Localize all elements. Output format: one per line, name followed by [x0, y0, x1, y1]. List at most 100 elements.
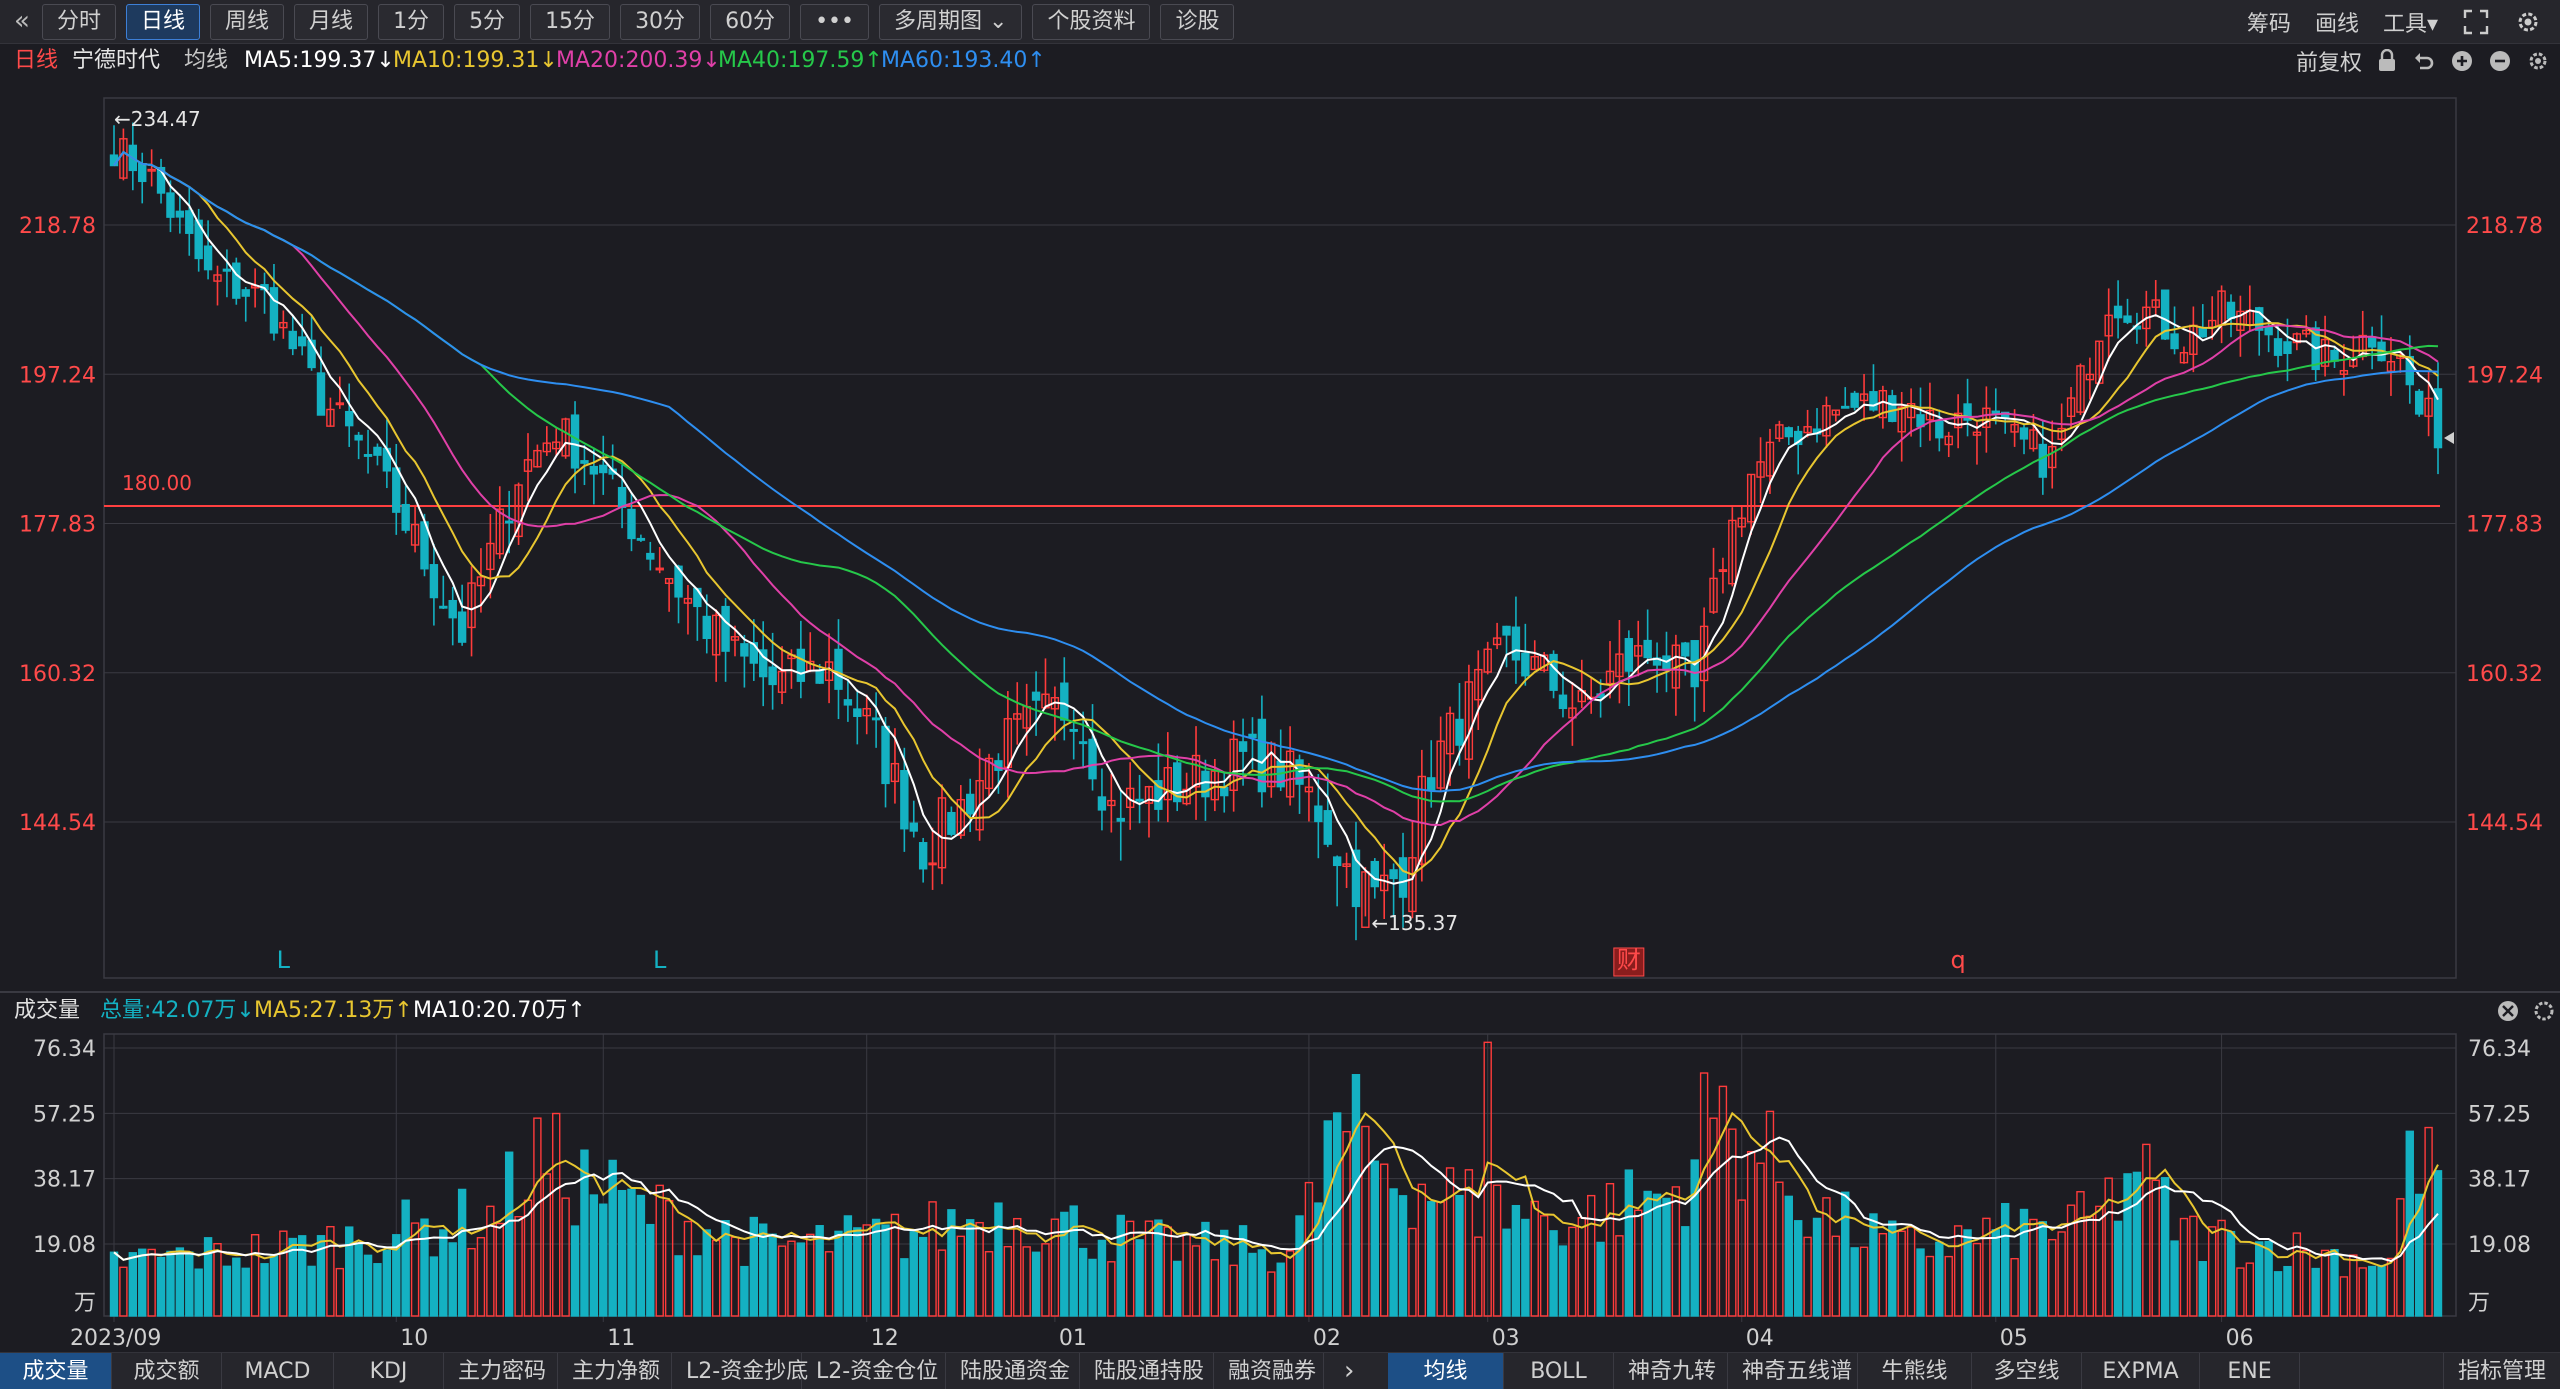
period-button-4[interactable]: 1分: [378, 4, 445, 40]
period-button-3[interactable]: 月线: [294, 4, 369, 40]
candle-body: [279, 321, 288, 329]
period-label: 日线: [14, 48, 59, 73]
overlay-tab-4[interactable]: 牛熊线: [1858, 1353, 1972, 1389]
period-button-9[interactable]: •••: [800, 4, 869, 40]
candle-body: [345, 410, 354, 427]
volume-bar: [1483, 1041, 1492, 1317]
period-button-5[interactable]: 5分: [454, 4, 521, 40]
volume-bar: [203, 1237, 213, 1317]
indicator-tab-7[interactable]: L2-资金仓位: [802, 1353, 946, 1389]
top-toolbar: « 分时 日线 周线 月线 1分 5分 15分 30分 60分 ••• 多周期图 ⌄ 个股资料 诊股 筹…: [0, 0, 2560, 44]
candle-body: [2048, 445, 2057, 469]
volume-tick-left: 38.17: [33, 1168, 96, 1193]
candle-body: [467, 582, 476, 629]
period-button-8[interactable]: 60分: [710, 4, 791, 40]
overlay-tab-2[interactable]: 神奇九转: [1614, 1353, 1728, 1389]
indicator-tab-5[interactable]: 主力净额: [558, 1353, 672, 1389]
volume-bar: [1135, 1239, 1144, 1317]
overlay-tab-6[interactable]: EXPMA: [2082, 1353, 2200, 1389]
overlay-tab-7[interactable]: ENE: [2200, 1353, 2300, 1389]
high-price-label: ←234.47: [114, 107, 201, 131]
overlay-tab-0[interactable]: 均线: [1388, 1353, 1504, 1389]
candle-body: [486, 542, 495, 571]
settings-gear-icon[interactable]: [2526, 49, 2550, 73]
indicator-tab-8[interactable]: 陆股通资金: [946, 1353, 1080, 1389]
period-button-2[interactable]: 周线: [210, 4, 285, 40]
candle-body: [1201, 770, 1210, 798]
volume-bar: [392, 1234, 401, 1317]
volume-ma10-line: [113, 1136, 2439, 1263]
volume-bar: [693, 1255, 702, 1317]
candle-body: [1888, 395, 1897, 422]
undo-icon[interactable]: [2412, 49, 2436, 73]
candle-body: [1699, 625, 1709, 682]
indicator-tab-2[interactable]: MACD: [222, 1353, 334, 1389]
volume-bar: [448, 1242, 457, 1317]
candle-body: [1163, 767, 1172, 801]
period-button-10[interactable]: 多周期图 ⌄: [879, 4, 1023, 40]
lock-icon[interactable]: [2376, 49, 2398, 73]
indicator-tab-3[interactable]: KDJ: [334, 1353, 444, 1389]
volume-bar: [2076, 1191, 2085, 1317]
volume-bar: [1389, 1188, 1398, 1317]
candle-body: [1173, 762, 1182, 803]
indicator-tab-4[interactable]: 主力密码: [444, 1353, 558, 1389]
candle-body: [1944, 435, 1953, 446]
candle-body: [599, 464, 608, 474]
volume-panel-controls: [2498, 1001, 2554, 1021]
draw-line-button[interactable]: 画线: [2314, 12, 2359, 37]
adjust-mode[interactable]: 前复权: [2295, 51, 2362, 76]
ma40-value: MA40:197.59↑: [718, 48, 883, 73]
candle-body: [1144, 786, 1154, 804]
overlay-tab-3[interactable]: 神奇五线谱: [1728, 1353, 1858, 1389]
zoom-out-icon[interactable]: [2488, 49, 2512, 73]
indicator-tab-6[interactable]: L2-资金抄底: [672, 1353, 808, 1389]
candle-body: [2292, 333, 2302, 344]
volume-bar: [2414, 1193, 2424, 1317]
volume-bar: [608, 1159, 617, 1317]
candle-body: [1963, 403, 1972, 421]
double-chevron-left-icon[interactable]: «: [14, 6, 30, 36]
overlay-tab-1[interactable]: BOLL: [1504, 1353, 1614, 1389]
candle-body: [740, 643, 749, 657]
volume-bar: [1022, 1246, 1031, 1317]
indicator-tab-9[interactable]: 陆股通持股: [1080, 1353, 1214, 1389]
period-button-11[interactable]: 个股资料: [1032, 4, 1151, 40]
period-button-12[interactable]: 诊股: [1160, 4, 1235, 40]
candle-body: [1107, 799, 1116, 807]
kline-chart[interactable]: 218.78 218.78 197.24 197.24 177.83 177.83 160.…: [0, 0, 2560, 1352]
price-tick-left: 177.83: [19, 512, 96, 537]
candle-body: [1549, 653, 1558, 691]
candle-body: [777, 670, 787, 693]
more-tabs-arrow[interactable]: ›: [1344, 1356, 1355, 1386]
period-button-6[interactable]: 15分: [530, 4, 611, 40]
candle-body: [1314, 805, 1323, 823]
indicator-tab-10[interactable]: 融资融券: [1214, 1353, 1324, 1389]
candle-body: [542, 442, 552, 453]
candle-body: [1417, 775, 1427, 865]
volume-bar: [711, 1239, 721, 1317]
volume-bar: [1953, 1225, 1963, 1317]
candle-body: [655, 567, 664, 571]
tools-menu[interactable]: 工具▾: [2382, 12, 2438, 37]
indicator-type[interactable]: 均线: [184, 48, 229, 73]
period-button-0[interactable]: 分时: [42, 4, 117, 40]
period-button-7[interactable]: 30分: [620, 4, 701, 40]
candle-body: [843, 699, 853, 706]
overlay-tab-5[interactable]: 多空线: [1972, 1353, 2082, 1389]
expand-icon[interactable]: [2462, 8, 2490, 36]
volume-bar: [2132, 1171, 2142, 1317]
zoom-in-icon[interactable]: [2450, 49, 2474, 73]
candle-body: [937, 797, 947, 869]
indicator-tab-0[interactable]: 成交量: [0, 1353, 112, 1389]
chips-button[interactable]: 筹码: [2246, 12, 2291, 37]
candle-body: [1709, 577, 1718, 613]
gear-icon[interactable]: [2514, 8, 2542, 36]
candle-body: [429, 564, 439, 599]
marker-box: [1613, 947, 1645, 977]
volume-bar: [2311, 1267, 2320, 1317]
period-button-1[interactable]: 日线: [126, 4, 201, 40]
indicator-tab-1[interactable]: 成交额: [112, 1353, 222, 1389]
candle-body: [862, 708, 871, 717]
indicator-manage-button[interactable]: 指标管理: [2442, 1353, 2560, 1389]
